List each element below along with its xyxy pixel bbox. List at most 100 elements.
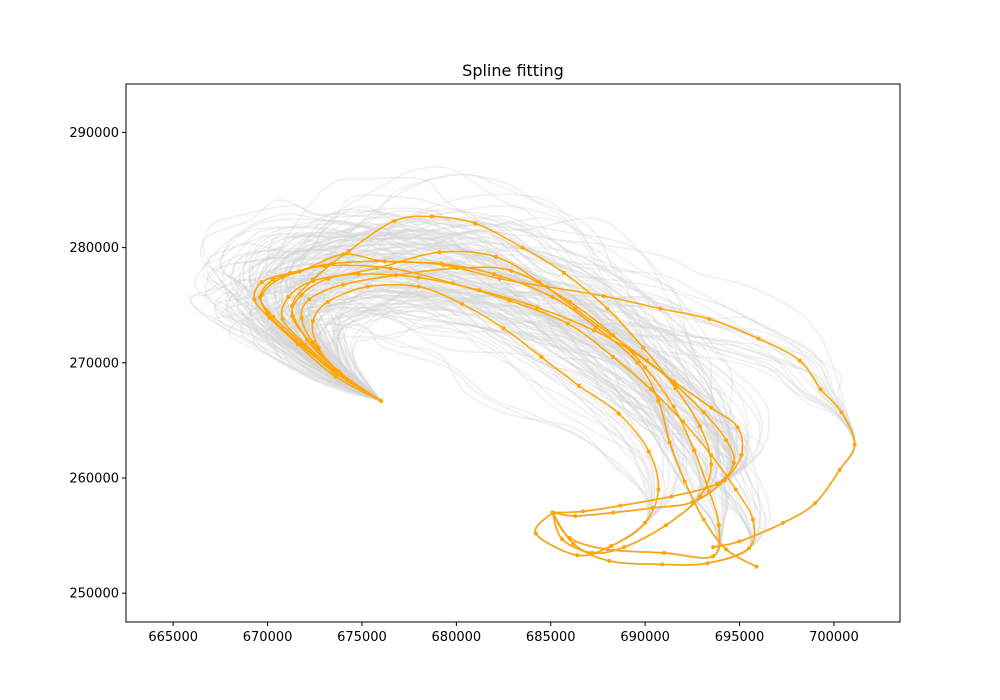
spline-knot-point (673, 386, 678, 391)
spline-knot-point (643, 520, 648, 525)
x-tick-label: 680000 (432, 630, 482, 645)
spline-knot-point (365, 284, 370, 289)
spline-knot-point (577, 383, 582, 388)
spline-knot-point (716, 523, 721, 528)
spline-knot-point (697, 494, 702, 499)
spline-knot-point (286, 295, 291, 300)
spline-knot-point (607, 558, 612, 563)
spline-knot-point (316, 345, 321, 350)
spline-knot-point (711, 554, 716, 559)
spline-knot-point (305, 337, 310, 342)
spline-knot-point (392, 219, 397, 224)
spline-knot-point (737, 539, 742, 544)
spline-knot-point (501, 326, 506, 331)
spline-knot-point (378, 398, 383, 403)
spline-knot-point (562, 270, 566, 275)
spline-knot-point (594, 325, 599, 330)
spline-knot-point (460, 302, 464, 306)
spline-knot-point (533, 531, 538, 536)
spline-knot-point (692, 448, 697, 453)
spline-knot-point (494, 254, 498, 259)
spline-knot-point (265, 311, 270, 316)
y-tick-label: 290000 (69, 126, 119, 141)
x-tick-label: 695000 (715, 630, 765, 645)
spline-knot-point (331, 368, 336, 373)
spline-knot-point (520, 245, 525, 250)
spline-knot-point (697, 424, 702, 429)
spline-knot-point (416, 275, 421, 280)
spline-knot-point (280, 317, 285, 321)
spline-knot-point (662, 550, 666, 555)
spline-knot-point (575, 553, 580, 558)
highlighted-tracks (252, 214, 857, 569)
plot-frame (125, 83, 901, 623)
spline-knot-point (259, 280, 264, 285)
spline-knot-point (701, 410, 706, 415)
spline-knot-point (671, 404, 676, 409)
spline-knot-point (669, 494, 674, 499)
spline-knot-point (280, 275, 285, 280)
spline-knot-point (609, 544, 614, 548)
spline-knot-point (701, 517, 706, 522)
spline-knot-point (580, 509, 585, 514)
spline-knot-point (735, 425, 740, 430)
spline-knot-point (388, 266, 393, 271)
y-tick-label: 250000 (69, 587, 119, 602)
spline-knot-point (333, 374, 338, 379)
spline-knot-point (750, 517, 755, 522)
spline-knot-point (437, 250, 442, 255)
spline-knot-point (739, 453, 744, 457)
spline-knot-point (573, 306, 578, 311)
y-tick-label: 260000 (69, 471, 119, 486)
y-tick-label: 280000 (69, 241, 119, 256)
spline-knot-point (497, 276, 502, 281)
spline-knot-point (756, 336, 761, 341)
spline-knot-point (259, 292, 264, 297)
spline-knot-point (346, 249, 351, 253)
spline-knot-point (509, 268, 514, 273)
x-tick-label: 675000 (337, 630, 387, 645)
x-tick-label: 665000 (148, 630, 198, 645)
spline-knot-point (709, 453, 714, 457)
spline-knot-point (797, 358, 802, 363)
spline-knot-point (416, 284, 421, 289)
spline-knot-point (818, 387, 823, 392)
spline-knot-point (310, 319, 315, 324)
spline-knot-point (303, 342, 308, 347)
spline-knot-point (609, 333, 614, 338)
spline-knot-point (813, 501, 817, 506)
spline-knot-point (682, 479, 687, 484)
spline-knot-point (837, 467, 842, 472)
chart-title: Spline fitting (462, 61, 564, 80)
spline-knot-point (310, 277, 315, 282)
spline-knot-point (747, 546, 751, 551)
spline-knot-point (322, 264, 327, 268)
spline-knot-point (290, 304, 295, 309)
spline-knot-point (724, 438, 729, 442)
spline-series-6 (291, 250, 735, 514)
spline-knot-point (252, 297, 257, 302)
spline-knot-point (656, 487, 661, 492)
spline-knot-point (601, 294, 606, 298)
spline-knot-point (714, 481, 719, 486)
spline-knot-point (507, 298, 512, 303)
axes: 665000 670000 675000 680000 685000 690000 6950… (69, 126, 858, 645)
spline-knot-point (731, 461, 736, 465)
spline-knot-point (537, 280, 542, 285)
spline-knot-point (635, 360, 640, 365)
spline-knot-point (473, 221, 478, 226)
spline-knot-point (852, 442, 857, 447)
spline-knot-point (539, 355, 544, 359)
spline-knot-point (565, 321, 570, 326)
spline-knot-point (616, 411, 621, 416)
spline-knot-point (429, 214, 434, 219)
spline-knot-point (658, 306, 663, 311)
spline-knot-point (709, 462, 714, 467)
spline-knot-point (560, 537, 565, 542)
spline-knot-point (307, 297, 312, 302)
spline-knot-point (711, 545, 716, 550)
spline-knot-point (299, 292, 304, 297)
spline-knot-point (680, 419, 685, 424)
spline-knot-point (709, 405, 714, 410)
